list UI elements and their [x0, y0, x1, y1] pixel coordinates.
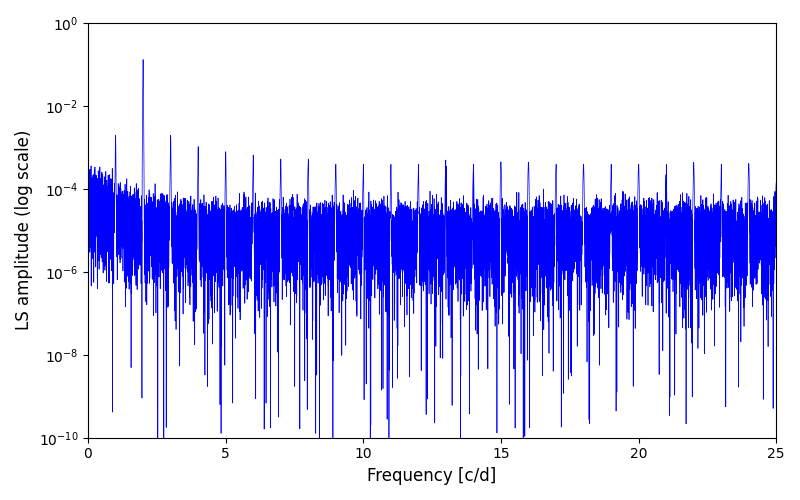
X-axis label: Frequency [c/d]: Frequency [c/d] [367, 467, 497, 485]
Y-axis label: LS amplitude (log scale): LS amplitude (log scale) [15, 130, 33, 330]
